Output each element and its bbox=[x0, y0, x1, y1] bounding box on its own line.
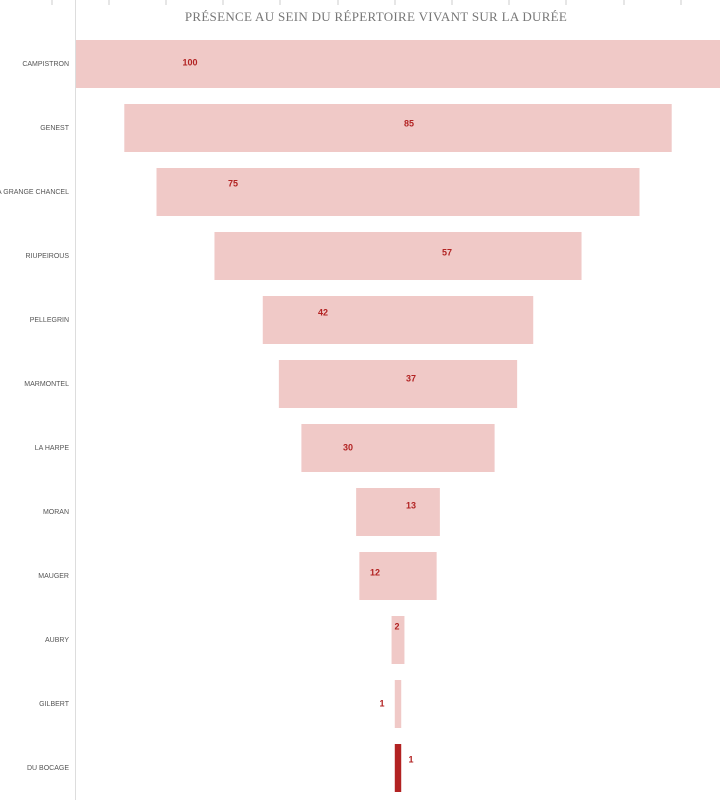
chart-title: PRÉSENCE AU SEIN DU RÉPERTOIRE VIVANT SU… bbox=[185, 9, 567, 24]
bar bbox=[76, 40, 720, 88]
category-label: PELLEGRIN bbox=[30, 317, 69, 324]
value-label: 37 bbox=[406, 373, 416, 383]
value-label: 2 bbox=[394, 621, 399, 631]
category-label: GENEST bbox=[40, 125, 70, 132]
bar bbox=[124, 104, 672, 152]
value-label: 1 bbox=[379, 698, 384, 708]
value-label: 30 bbox=[343, 442, 353, 452]
value-label: 100 bbox=[182, 57, 197, 67]
value-label: 75 bbox=[228, 178, 238, 188]
bar bbox=[394, 680, 402, 728]
bar bbox=[394, 744, 402, 792]
bar bbox=[278, 360, 518, 408]
category-label: LA GRANGE CHANCEL bbox=[0, 189, 69, 196]
bar bbox=[391, 616, 405, 664]
value-label: 42 bbox=[318, 307, 328, 317]
bar bbox=[262, 296, 534, 344]
category-label: RIUPEIROUS bbox=[25, 253, 69, 260]
category-label: GILBERT bbox=[39, 701, 70, 708]
category-label: LA HARPE bbox=[35, 445, 70, 452]
value-label: 13 bbox=[406, 500, 416, 510]
value-label: 12 bbox=[370, 567, 380, 577]
value-label: 85 bbox=[404, 118, 414, 128]
value-label: 1 bbox=[408, 754, 413, 764]
bar bbox=[359, 552, 437, 600]
bar bbox=[156, 168, 640, 216]
value-label: 57 bbox=[442, 247, 452, 257]
category-label: DU BOCAGE bbox=[27, 765, 69, 772]
category-label: MARMONTEL bbox=[24, 381, 69, 388]
top-ticks bbox=[51, 0, 682, 5]
bar bbox=[356, 488, 440, 536]
bar bbox=[214, 232, 582, 280]
category-label: MAUGER bbox=[38, 573, 69, 580]
category-label: CAMPISTRON bbox=[22, 61, 69, 68]
category-label: AUBRY bbox=[45, 637, 69, 644]
bar bbox=[301, 424, 495, 472]
category-label: MORAN bbox=[43, 509, 69, 516]
